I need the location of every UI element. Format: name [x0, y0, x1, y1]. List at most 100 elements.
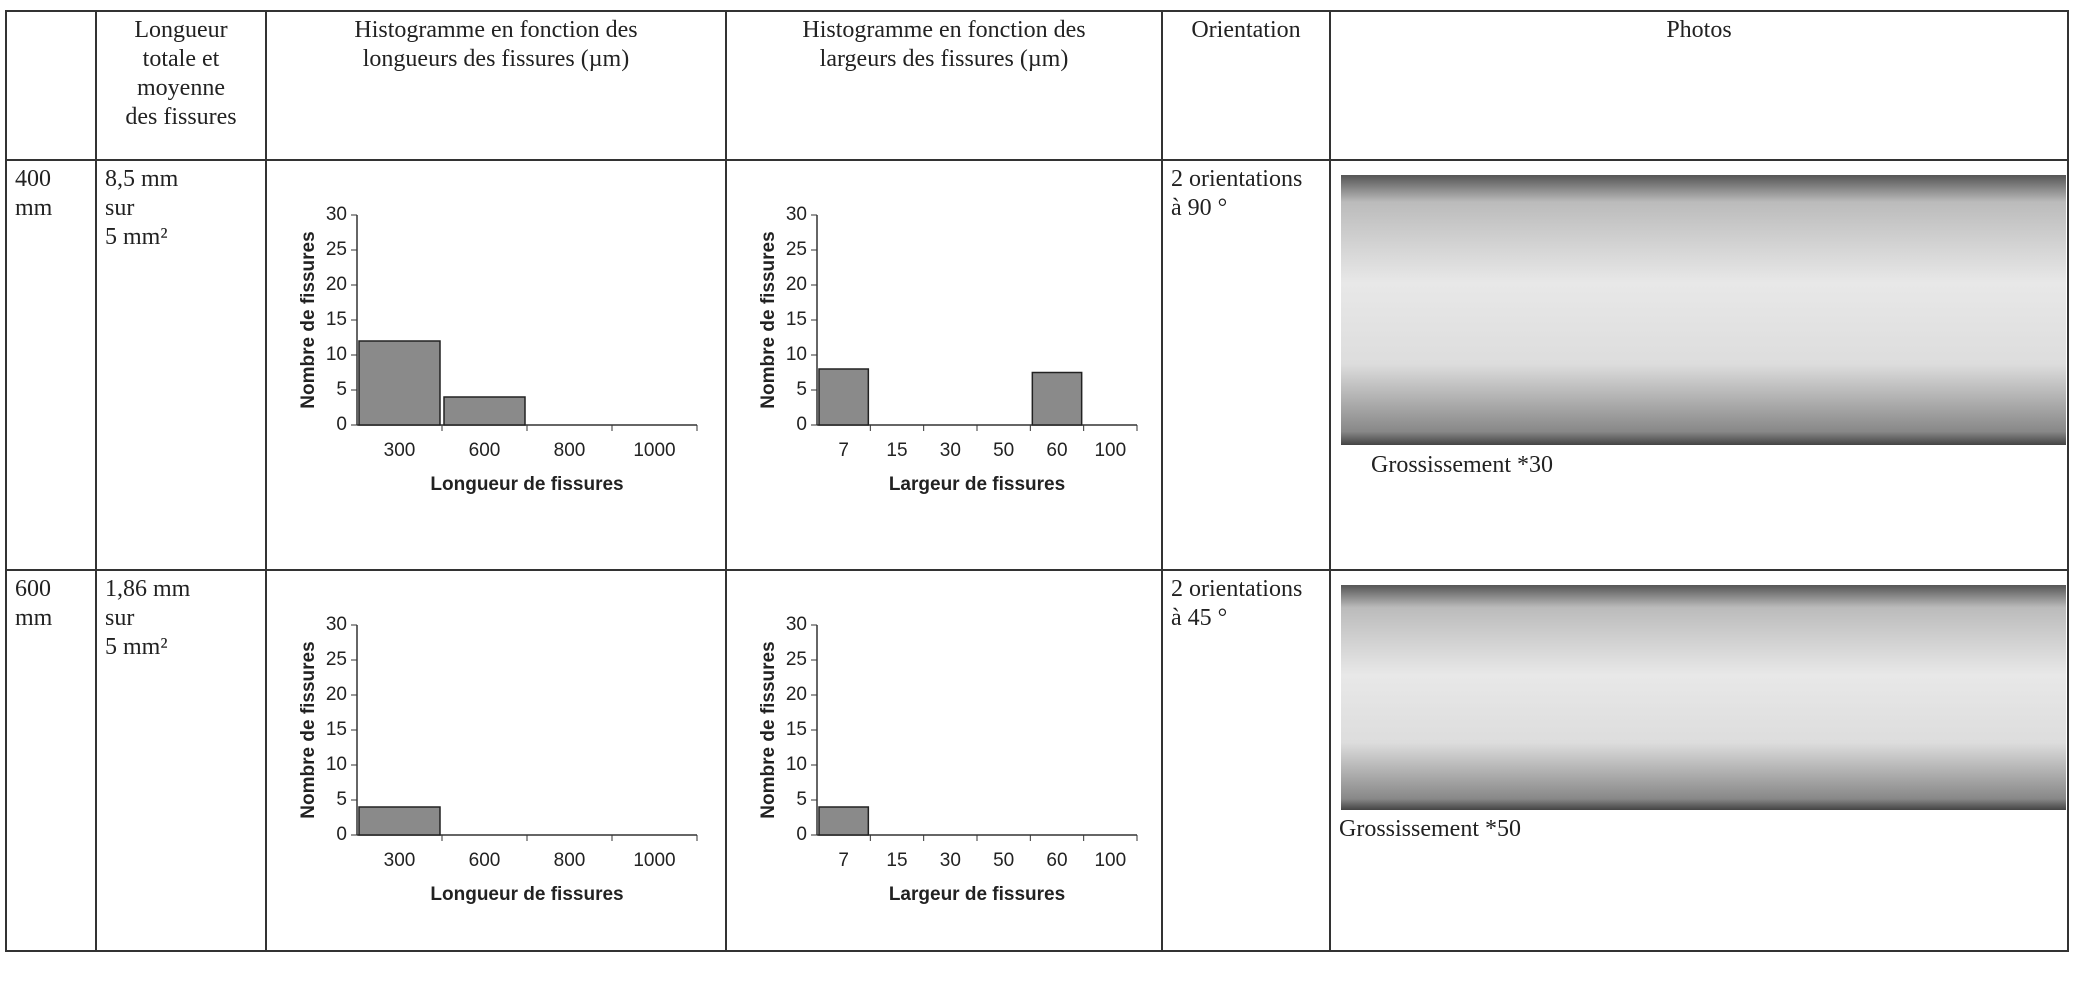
y-tick-label: 5: [336, 379, 347, 400]
y-tick-label: 15: [786, 719, 807, 740]
y-tick-label: 30: [786, 614, 807, 635]
x-tick-label: 60: [1046, 850, 1067, 871]
y-tick-label: 0: [796, 414, 807, 435]
bar: [443, 396, 526, 426]
bar: [1031, 371, 1083, 426]
row-label-cell: 600 mm: [5, 569, 95, 952]
orientation-cell: 2 orientations à 90 °: [1161, 159, 1329, 569]
x-tick-label: 100: [1094, 440, 1126, 461]
length-hist-cell: 0 5 10 15 20 25 30 300 600 800 1000 Longueur de fis…: [265, 569, 725, 952]
y-tick-label: 15: [326, 719, 347, 740]
y-tick-label: 0: [336, 414, 347, 435]
bar: [818, 806, 870, 836]
text-line: 2 orientations: [1171, 576, 1303, 602]
y-tick-label: 15: [326, 309, 347, 330]
x-tick-label: 1000: [633, 440, 675, 461]
x-tick-label: 7: [838, 850, 849, 871]
text-line: totale et: [142, 46, 220, 72]
text-line: Histogramme en fonction des: [802, 17, 1086, 43]
x-tick-label: 600: [469, 440, 501, 461]
y-tick-label: 25: [786, 649, 807, 670]
y-tick-label: 25: [786, 239, 807, 260]
text-line: à 90 °: [1171, 195, 1228, 221]
bar: [358, 806, 441, 836]
y-axis-label: Nombre de fissures: [298, 641, 319, 818]
header-cell: Longueur totale et moyenne des fissures: [95, 10, 265, 159]
orientation-cell: 2 orientations à 45 °: [1161, 569, 1329, 952]
y-tick-label: 30: [326, 614, 347, 635]
photo: [1341, 585, 2066, 810]
y-tick-label: 30: [786, 204, 807, 225]
text-line: 2 orientations: [1171, 166, 1303, 192]
x-tick-label: 800: [554, 440, 586, 461]
text-line: 5 mm²: [105, 634, 168, 660]
histogram: 0 5 10 15 20 25 30 300 600 800 1000 Longueur de fis…: [298, 204, 698, 495]
length-cell: 1,86 mm sur 5 mm²: [95, 569, 265, 952]
x-axis-label: Largeur de fissures: [889, 474, 1065, 495]
photo: [1341, 175, 2066, 445]
y-tick-label: 5: [796, 379, 807, 400]
text-line: largeurs des fissures (µm): [819, 46, 1069, 72]
x-axis-label: Longueur de fissures: [430, 884, 623, 905]
y-tick-label: 25: [326, 649, 347, 670]
x-tick-label: 15: [886, 440, 907, 461]
length-cell: 8,5 mm sur 5 mm²: [95, 159, 265, 569]
bar: [818, 368, 870, 426]
y-tick-label: 5: [336, 789, 347, 810]
y-tick-label: 10: [326, 754, 347, 775]
y-tick-label: 25: [326, 239, 347, 260]
x-tick-label: 15: [886, 850, 907, 871]
text-line: à 45 °: [1171, 605, 1228, 631]
y-tick-label: 10: [326, 344, 347, 365]
x-tick-label: 800: [554, 850, 586, 871]
x-tick-label: 600: [469, 850, 501, 871]
x-tick-label: 100: [1094, 850, 1126, 871]
histogram: 0 5 10 15 20 25 30 7 15 30 50 60 100 Largeur de fissu…: [758, 614, 1138, 905]
header-cell: Histogramme en fonction des longueurs des…: [265, 10, 725, 159]
photo-caption: Grossissement *50: [1339, 816, 1521, 842]
text-line: Orientation: [1191, 17, 1301, 43]
text-line: mm: [15, 195, 53, 221]
y-axis-label: Nombre de fissures: [758, 641, 779, 818]
x-tick-label: 300: [384, 440, 416, 461]
text-line: 8,5 mm: [105, 166, 179, 192]
width-hist-cell: 0 5 10 15 20 25 30 7 15 30 50 60 100 Largeur de fissu…: [725, 159, 1161, 569]
text-line: 400: [15, 166, 51, 192]
photo-cell: Grossissement *30: [1329, 159, 2069, 569]
text-line: moyenne: [137, 75, 225, 101]
header-cell: Histogramme en fonction des largeurs des …: [725, 10, 1161, 159]
y-tick-label: 20: [326, 274, 347, 295]
text-line: longueurs des fissures (µm): [362, 46, 630, 72]
photo-cell: Grossissement *50: [1329, 569, 2069, 952]
x-axis-label: Largeur de fissures: [889, 884, 1065, 905]
text-line: 1,86 mm: [105, 576, 191, 602]
x-tick-label: 30: [940, 440, 961, 461]
histogram: 0 5 10 15 20 25 30 300 600 800 1000 Longueur de fis…: [298, 614, 698, 905]
text-line: sur: [105, 605, 135, 631]
y-tick-label: 0: [796, 824, 807, 845]
length-hist-cell: 0 5 10 15 20 25 30 300 600 800 1000 Longueur de fis…: [265, 159, 725, 569]
y-tick-label: 20: [326, 684, 347, 705]
text-line: Photos: [1666, 17, 1732, 43]
text-line: Longueur: [134, 17, 228, 43]
y-tick-label: 0: [336, 824, 347, 845]
x-tick-label: 7: [838, 440, 849, 461]
text-line: Histogramme en fonction des: [354, 17, 638, 43]
x-axis-label: Longueur de fissures: [430, 474, 623, 495]
x-tick-label: 30: [940, 850, 961, 871]
y-axis-label: Nombre de fissures: [298, 231, 319, 408]
y-tick-label: 10: [786, 344, 807, 365]
text-line: des fissures: [125, 104, 237, 130]
y-tick-label: 15: [786, 309, 807, 330]
x-tick-label: 50: [993, 850, 1014, 871]
x-tick-label: 300: [384, 850, 416, 871]
header-cell: Orientation: [1161, 10, 1329, 159]
histogram: 0 5 10 15 20 25 30 7 15 30 50 60 100 Largeur de fissu…: [758, 204, 1138, 495]
header-cell: [5, 10, 95, 159]
y-tick-label: 20: [786, 684, 807, 705]
y-axis-label: Nombre de fissures: [758, 231, 779, 408]
photo-caption: Grossissement *30: [1371, 452, 1553, 478]
y-tick-label: 10: [786, 754, 807, 775]
x-tick-label: 60: [1046, 440, 1067, 461]
row-label-cell: 400 mm: [5, 159, 95, 569]
